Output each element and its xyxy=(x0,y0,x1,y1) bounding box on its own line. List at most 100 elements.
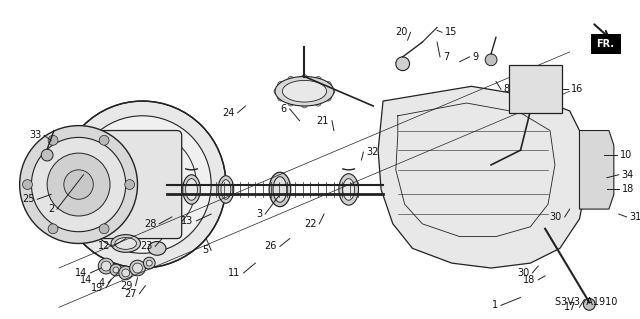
Circle shape xyxy=(122,269,130,277)
Text: 3: 3 xyxy=(256,209,262,219)
Circle shape xyxy=(274,88,280,94)
Ellipse shape xyxy=(186,179,197,200)
Circle shape xyxy=(110,264,122,276)
Text: 33: 33 xyxy=(29,130,41,140)
Polygon shape xyxy=(579,130,614,209)
Text: 2: 2 xyxy=(48,204,54,214)
Text: 11: 11 xyxy=(228,268,241,278)
Circle shape xyxy=(118,160,167,209)
Circle shape xyxy=(64,170,93,199)
Ellipse shape xyxy=(221,180,231,199)
Ellipse shape xyxy=(339,174,358,205)
Circle shape xyxy=(48,224,58,234)
Circle shape xyxy=(59,101,226,268)
Text: 22: 22 xyxy=(304,219,316,229)
Ellipse shape xyxy=(218,176,234,203)
Circle shape xyxy=(301,102,307,108)
Circle shape xyxy=(132,263,143,273)
Text: 18: 18 xyxy=(621,184,634,195)
Circle shape xyxy=(101,261,111,271)
Text: 12: 12 xyxy=(98,241,110,251)
FancyBboxPatch shape xyxy=(0,3,628,316)
Circle shape xyxy=(99,135,109,145)
Circle shape xyxy=(396,57,410,70)
Circle shape xyxy=(47,153,110,216)
Circle shape xyxy=(301,75,307,80)
Ellipse shape xyxy=(540,223,551,231)
Text: 1: 1 xyxy=(492,300,498,310)
Text: 23: 23 xyxy=(140,241,152,251)
Circle shape xyxy=(147,260,152,266)
Circle shape xyxy=(316,76,321,82)
Text: 29: 29 xyxy=(120,281,132,291)
Circle shape xyxy=(590,161,598,169)
Text: 21: 21 xyxy=(317,116,329,126)
Text: 8: 8 xyxy=(504,84,510,94)
Circle shape xyxy=(288,100,294,106)
Text: 28: 28 xyxy=(144,219,156,229)
Circle shape xyxy=(485,54,497,66)
FancyBboxPatch shape xyxy=(64,130,182,239)
Text: 6: 6 xyxy=(281,104,287,114)
Text: FR.: FR. xyxy=(596,39,614,49)
Circle shape xyxy=(99,224,109,234)
Text: 13: 13 xyxy=(181,216,193,226)
Text: 25: 25 xyxy=(22,194,35,204)
Text: 27: 27 xyxy=(124,289,136,299)
Ellipse shape xyxy=(148,241,166,255)
Text: 9: 9 xyxy=(472,52,479,62)
Text: 32: 32 xyxy=(366,147,379,157)
Ellipse shape xyxy=(111,235,140,252)
Ellipse shape xyxy=(182,175,200,204)
Circle shape xyxy=(325,81,332,87)
Text: 30: 30 xyxy=(517,268,529,278)
Text: 18: 18 xyxy=(523,275,535,285)
Text: 24: 24 xyxy=(222,108,235,118)
Circle shape xyxy=(125,180,134,189)
Circle shape xyxy=(22,180,33,189)
Circle shape xyxy=(278,81,284,87)
Polygon shape xyxy=(378,86,588,268)
Circle shape xyxy=(584,299,595,310)
Text: 4: 4 xyxy=(99,278,105,288)
Text: 14: 14 xyxy=(75,268,88,278)
Text: 14: 14 xyxy=(80,275,93,285)
Circle shape xyxy=(20,126,138,243)
Ellipse shape xyxy=(282,80,326,102)
Circle shape xyxy=(113,267,119,273)
Ellipse shape xyxy=(269,172,291,207)
Circle shape xyxy=(48,135,58,145)
Ellipse shape xyxy=(343,179,355,200)
FancyBboxPatch shape xyxy=(591,34,621,54)
Text: 30: 30 xyxy=(550,212,562,222)
Circle shape xyxy=(41,149,53,161)
Circle shape xyxy=(329,88,335,94)
Text: 31: 31 xyxy=(630,212,640,222)
Circle shape xyxy=(278,95,284,101)
Text: 10: 10 xyxy=(620,150,632,160)
Text: 19: 19 xyxy=(91,283,103,293)
Text: 5: 5 xyxy=(202,245,208,255)
Circle shape xyxy=(325,95,332,101)
Circle shape xyxy=(143,257,155,269)
Circle shape xyxy=(288,76,294,82)
Circle shape xyxy=(590,195,598,203)
Ellipse shape xyxy=(273,177,287,202)
Ellipse shape xyxy=(275,77,334,106)
Circle shape xyxy=(316,100,321,106)
Text: 20: 20 xyxy=(396,27,408,37)
Circle shape xyxy=(31,137,125,232)
Text: 15: 15 xyxy=(445,27,458,37)
Circle shape xyxy=(119,266,132,280)
Text: 34: 34 xyxy=(621,170,634,180)
Text: S3V3  A1910: S3V3 A1910 xyxy=(555,297,618,308)
Circle shape xyxy=(74,116,211,253)
Circle shape xyxy=(130,260,145,276)
Text: 7: 7 xyxy=(443,52,449,62)
Circle shape xyxy=(98,258,114,274)
Text: 26: 26 xyxy=(264,241,277,251)
Text: 17: 17 xyxy=(564,302,577,312)
Ellipse shape xyxy=(115,238,136,249)
Circle shape xyxy=(103,145,182,224)
Circle shape xyxy=(590,141,598,149)
